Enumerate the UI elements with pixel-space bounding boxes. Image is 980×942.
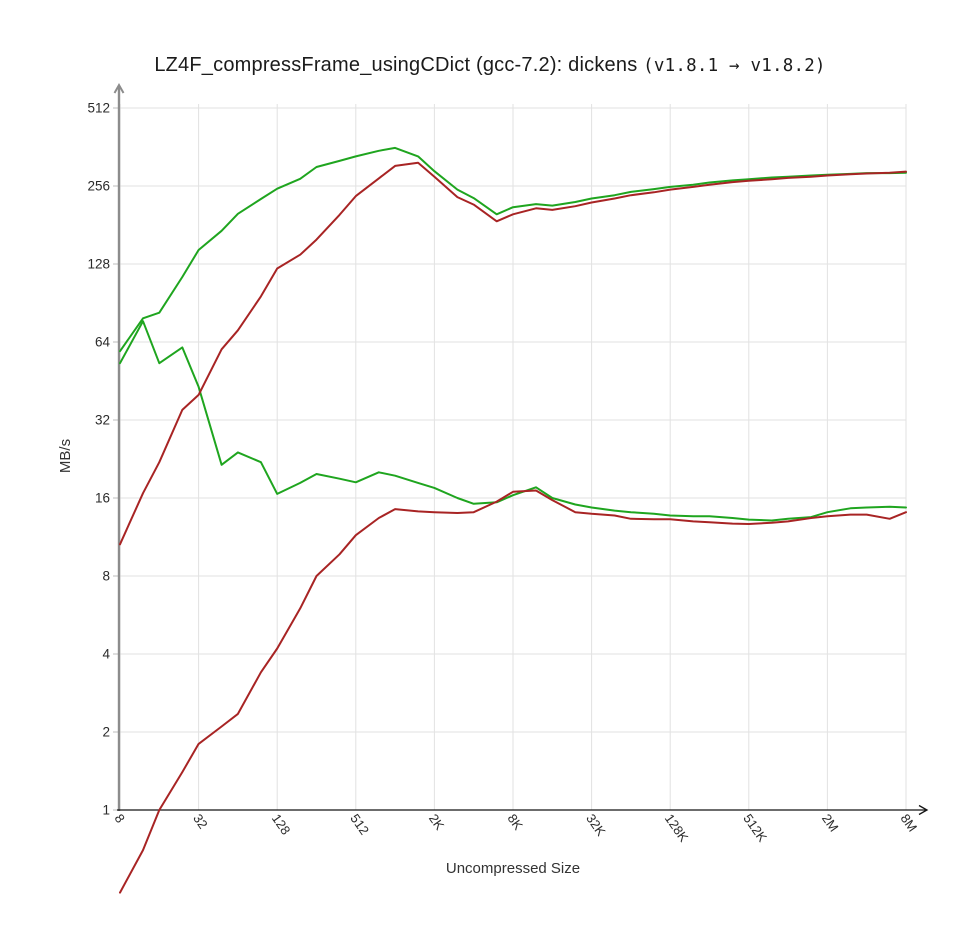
- y-tick-label: 128: [87, 257, 110, 272]
- x-tick-label: 2K: [426, 811, 448, 833]
- x-axis-title: Uncompressed Size: [445, 860, 581, 877]
- y-tick-label: 512: [87, 101, 110, 116]
- x-tick-label: 128K: [662, 811, 692, 845]
- x-tick-label: 512: [347, 811, 372, 837]
- y-tick-label: 4: [102, 647, 110, 662]
- x-tick-label: 32: [190, 811, 211, 831]
- series-line-red-lower: [119, 489, 907, 894]
- chart-title: LZ4F_compressFrame_usingCDict (gcc-7.2):…: [0, 54, 980, 77]
- series-line-green-upper: [119, 146, 907, 353]
- x-tick-label: 8K: [505, 811, 527, 833]
- x-tick-label: 512K: [740, 811, 770, 845]
- y-tick-label: 2: [102, 725, 110, 740]
- x-axis-arrow-icon: [918, 804, 929, 816]
- y-axis-title: MB/s: [57, 438, 74, 474]
- chart-title-versions: (v1.8.1 → v1.8.2): [643, 56, 826, 76]
- series-line-red-upper: [119, 161, 907, 546]
- chart-title-main: LZ4F_compressFrame_usingCDict (gcc-7.2):…: [154, 54, 644, 76]
- y-tick-label: 1: [102, 803, 110, 818]
- x-tick-label: 2M: [819, 811, 842, 834]
- x-tick-label: 128: [269, 811, 294, 837]
- y-tick-label: 8: [102, 569, 110, 584]
- y-axis-arrow-icon: [113, 82, 125, 94]
- series-line-green-lower: [119, 320, 907, 522]
- x-tick-label: 8: [112, 811, 128, 826]
- y-tick-label: 256: [87, 179, 110, 194]
- x-tick-label: 32K: [583, 811, 609, 839]
- y-tick-label: 64: [95, 335, 111, 350]
- x-tick-label: 8M: [898, 811, 921, 834]
- y-tick-label: 32: [95, 413, 110, 428]
- y-tick-label: 16: [95, 491, 110, 506]
